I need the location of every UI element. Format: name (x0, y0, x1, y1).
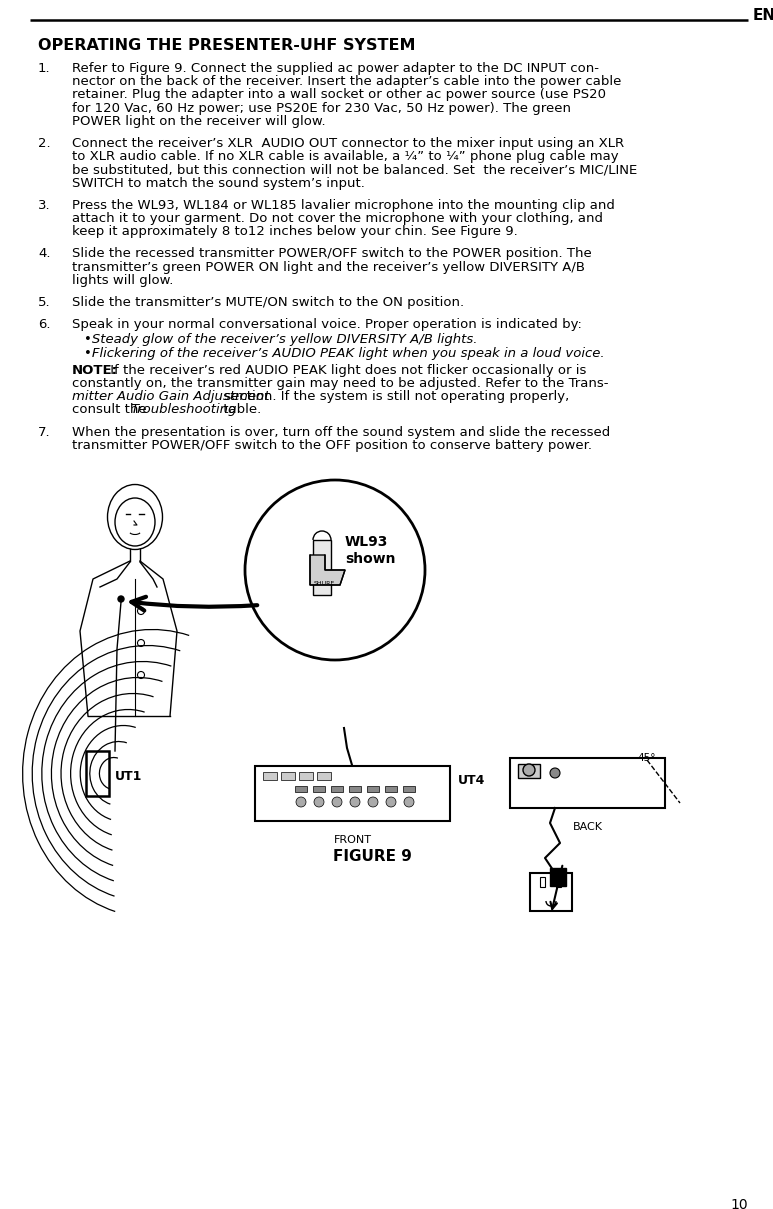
Bar (530, 873, 572, 912)
Text: BACK: BACK (573, 822, 602, 832)
Bar (281, 773, 295, 780)
Bar (518, 764, 540, 779)
Text: •Steady glow of the receiver’s yellow DIVERSITY A/B lights.: •Steady glow of the receiver’s yellow DI… (84, 334, 478, 347)
Text: lights will glow.: lights will glow. (72, 273, 173, 287)
Text: retainer. Plug the adapter into a wall socket or other ac power source (use PS20: retainer. Plug the adapter into a wall s… (72, 88, 606, 102)
Text: 1.: 1. (38, 62, 50, 75)
Text: ENGLISH: ENGLISH (753, 8, 773, 23)
Text: Refer to Figure 9. Connect the supplied ac power adapter to the DC INPUT con-: Refer to Figure 9. Connect the supplied … (72, 62, 599, 75)
Text: transmitter’s green POWER ON light and the receiver’s yellow DIVERSITY A/B: transmitter’s green POWER ON light and t… (72, 261, 585, 273)
Text: POWER light on the receiver will glow.: POWER light on the receiver will glow. (72, 115, 325, 128)
Bar (317, 773, 331, 780)
Circle shape (296, 797, 306, 806)
Text: 2.: 2. (38, 137, 50, 150)
Circle shape (314, 797, 324, 806)
Text: Troubleshooting: Troubleshooting (130, 404, 237, 416)
Bar (540, 877, 545, 887)
Text: Speak in your normal conversational voice. Proper operation is indicated by:: Speak in your normal conversational voic… (72, 318, 582, 331)
Text: FIGURE 9: FIGURE 9 (333, 849, 412, 864)
Text: to XLR audio cable. If no XLR cable is available, a ¹⁄₄” to ¹⁄₄” phone plug cabl: to XLR audio cable. If no XLR cable is a… (72, 150, 618, 163)
Bar (299, 773, 313, 780)
Circle shape (523, 764, 535, 776)
Text: keep it approximately 8 to12 inches below your chin. See Figure 9.: keep it approximately 8 to12 inches belo… (72, 225, 518, 238)
Text: FRONT: FRONT (333, 835, 372, 845)
Text: SWITCH to match the sound system’s input.: SWITCH to match the sound system’s input… (72, 177, 365, 190)
Text: 4.: 4. (38, 248, 50, 260)
Bar (255, 767, 450, 821)
Text: SHURE: SHURE (314, 582, 335, 586)
Bar (556, 877, 561, 887)
Text: nector on the back of the receiver. Insert the adapter’s cable into the power ca: nector on the back of the receiver. Inse… (72, 75, 621, 88)
Bar (295, 786, 307, 792)
Text: Press the WL93, WL184 or WL185 lavalier microphone into the mounting clip and: Press the WL93, WL184 or WL185 lavalier … (72, 198, 615, 212)
Circle shape (386, 797, 396, 806)
Text: WL93
shown: WL93 shown (345, 536, 396, 566)
Bar (313, 786, 325, 792)
Polygon shape (310, 555, 345, 585)
Text: UT4: UT4 (458, 774, 485, 787)
Text: attach it to your garment. Do not cover the microphone with your clothing, and: attach it to your garment. Do not cover … (72, 212, 603, 225)
Text: Slide the recessed transmitter POWER/OFF switch to the POWER position. The: Slide the recessed transmitter POWER/OFF… (72, 248, 592, 260)
Text: 6.: 6. (38, 318, 50, 331)
Text: Slide the transmitter’s MUTE/ON switch to the ON position.: Slide the transmitter’s MUTE/ON switch t… (72, 296, 464, 310)
Text: OPERATING THE PRESENTER-UHF SYSTEM: OPERATING THE PRESENTER-UHF SYSTEM (38, 37, 416, 53)
Text: Connect the receiver’s XLR  AUDIO OUT connector to the mixer input using an XLR: Connect the receiver’s XLR AUDIO OUT con… (72, 137, 624, 150)
Circle shape (550, 768, 560, 779)
Circle shape (404, 797, 414, 806)
Circle shape (118, 596, 124, 602)
Text: 45°: 45° (637, 753, 656, 763)
Bar (367, 786, 379, 792)
Circle shape (332, 797, 342, 806)
Bar (263, 773, 277, 780)
Text: 7.: 7. (38, 426, 50, 439)
Text: 3.: 3. (38, 198, 50, 212)
Text: for 120 Vac, 60 Hz power; use PS20E for 230 Vac, 50 Hz power). The green: for 120 Vac, 60 Hz power; use PS20E for … (72, 102, 571, 115)
Text: section. If the system is still not operating properly,: section. If the system is still not oper… (220, 391, 569, 403)
Bar (313, 540, 331, 595)
Text: 5.: 5. (38, 296, 50, 310)
Circle shape (350, 797, 360, 806)
Text: transmitter POWER/OFF switch to the OFF position to conserve battery power.: transmitter POWER/OFF switch to the OFF … (72, 439, 592, 452)
Bar (331, 786, 343, 792)
Circle shape (368, 797, 378, 806)
Bar (349, 786, 361, 792)
Bar (86, 751, 109, 796)
Text: table.: table. (219, 404, 261, 416)
Text: consult the: consult the (72, 404, 151, 416)
Text: NOTE:: NOTE: (72, 364, 118, 377)
Text: be substituted, but this connection will not be balanced. Set  the receiver’s MI: be substituted, but this connection will… (72, 163, 637, 177)
Bar (403, 786, 415, 792)
Bar (550, 868, 566, 886)
Text: UT1: UT1 (115, 770, 142, 783)
Text: constantly on, the transmitter gain may need to be adjusted. Refer to the Trans-: constantly on, the transmitter gain may … (72, 377, 608, 391)
Text: If the receiver’s red AUDIO PEAK light does not flicker occasionally or is: If the receiver’s red AUDIO PEAK light d… (106, 364, 587, 377)
Text: 10: 10 (730, 1198, 748, 1209)
Text: mitter Audio Gain Adjustment: mitter Audio Gain Adjustment (72, 391, 270, 403)
Text: When the presentation is over, turn off the sound system and slide the recessed: When the presentation is over, turn off … (72, 426, 610, 439)
Bar (510, 758, 665, 808)
Text: •Flickering of the receiver’s AUDIO PEAK light when you speak in a loud voice.: •Flickering of the receiver’s AUDIO PEAK… (84, 347, 604, 359)
Bar (385, 786, 397, 792)
